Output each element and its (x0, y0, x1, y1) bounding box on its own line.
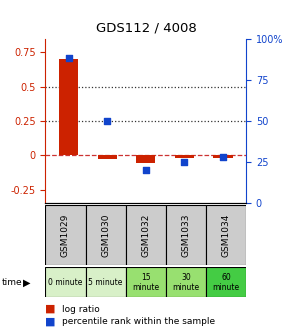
Bar (86, 205, 126, 265)
Text: 30
minute: 30 minute (172, 272, 200, 292)
Point (182, 160, 187, 165)
Text: GSM1032: GSM1032 (141, 213, 150, 257)
Text: 0 minute: 0 minute (48, 278, 83, 287)
Bar (45, 205, 86, 265)
Bar (126, 205, 166, 265)
Text: GSM1034: GSM1034 (222, 213, 231, 257)
Text: ■: ■ (45, 304, 56, 314)
Bar (166, 267, 206, 297)
Bar (136, 155, 155, 164)
Bar (59, 59, 78, 155)
Text: log ratio: log ratio (62, 305, 99, 313)
Bar (166, 205, 206, 265)
Text: GSM1033: GSM1033 (181, 213, 190, 257)
Text: percentile rank within the sample: percentile rank within the sample (62, 318, 215, 326)
Text: 5 minute: 5 minute (88, 278, 123, 287)
Text: 15
minute: 15 minute (132, 272, 159, 292)
Point (144, 168, 148, 173)
Bar (206, 205, 246, 265)
Bar (213, 155, 233, 158)
Text: GDS112 / 4008: GDS112 / 4008 (96, 22, 197, 35)
Text: GSM1029: GSM1029 (61, 213, 70, 257)
Bar (175, 155, 194, 158)
Bar (206, 267, 246, 297)
Point (105, 118, 110, 124)
Text: GSM1030: GSM1030 (101, 213, 110, 257)
Text: ■: ■ (45, 317, 56, 327)
Point (221, 155, 225, 160)
Text: 60
minute: 60 minute (212, 272, 240, 292)
Bar (86, 267, 126, 297)
Bar (45, 267, 86, 297)
Bar (98, 155, 117, 159)
Point (66, 56, 71, 61)
Bar (126, 267, 166, 297)
Text: time: time (1, 279, 22, 287)
Text: ▶: ▶ (23, 278, 30, 288)
